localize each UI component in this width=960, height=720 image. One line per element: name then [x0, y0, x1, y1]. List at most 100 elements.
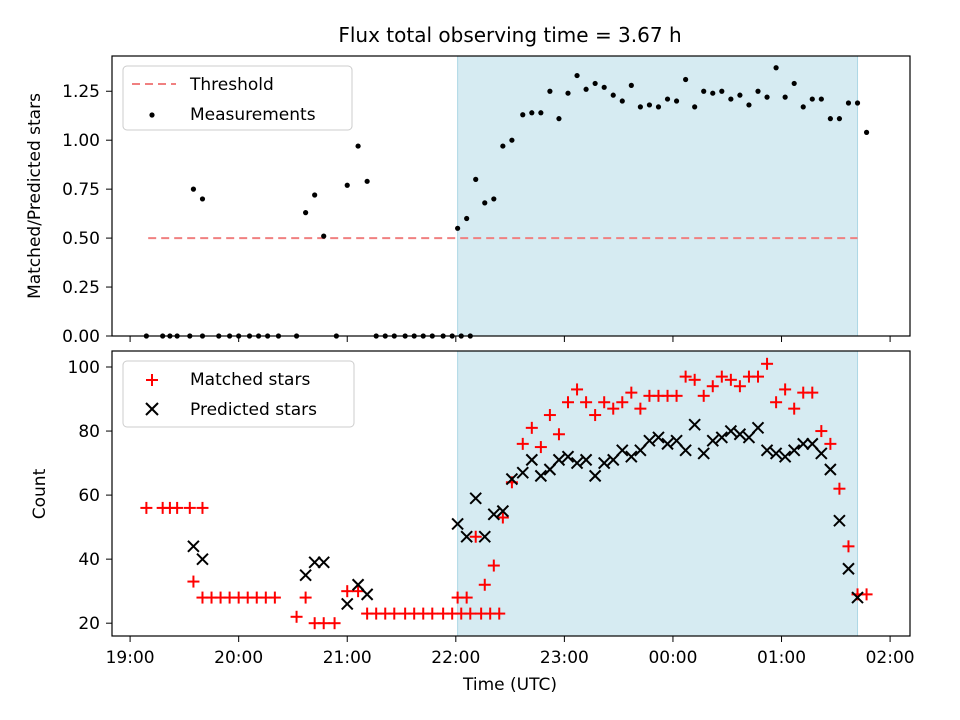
x-tick-label: 01:00	[757, 648, 806, 668]
matched-star-point	[525, 421, 538, 434]
predicted-x-b	[308, 556, 321, 569]
measurement-point	[628, 82, 634, 88]
predicted-star-point	[579, 453, 593, 467]
measurement-point	[556, 116, 562, 122]
predicted-x-b	[661, 437, 674, 451]
predicted-star-point	[787, 444, 801, 457]
predicted-star-point	[679, 444, 692, 457]
y-tick-label: 40	[78, 550, 100, 570]
predicted-x-b	[688, 418, 701, 431]
measurement-point	[809, 96, 815, 102]
predicted-star-point	[496, 504, 510, 518]
predicted-star-point	[487, 508, 501, 521]
predicted-star-point	[634, 444, 647, 457]
matched-star-point	[516, 437, 529, 450]
predicted-star-point	[552, 453, 566, 467]
matched-star-point	[724, 373, 737, 386]
matched-star-point	[670, 389, 683, 402]
x-tick-label: 23:00	[540, 648, 589, 668]
predicted-x-b	[652, 431, 665, 444]
predicted-star-point	[543, 463, 557, 476]
measurement-point	[199, 196, 206, 202]
bottom-y-axis-label: Count	[30, 468, 50, 519]
predicted-x-b	[505, 472, 519, 486]
matched-star-point	[589, 409, 602, 422]
predicted-star-point	[341, 597, 354, 611]
measurement-point	[529, 110, 535, 116]
top-y-axis: 0.00 0.25 0.50 0.75 1.00 1.25	[62, 82, 112, 347]
predicted-star-point	[308, 556, 321, 569]
predicted-star-point	[769, 447, 783, 460]
predicted-x-b	[516, 466, 529, 479]
matched-star-point	[815, 425, 828, 438]
top-axes-frame	[111, 55, 911, 337]
measurement-point	[601, 84, 607, 90]
measurement-point	[312, 192, 318, 198]
predicted-star-point	[607, 453, 620, 467]
predicted-star-point	[842, 562, 855, 575]
measurement-point	[764, 94, 770, 100]
measurement-point	[583, 86, 589, 92]
measurement-point	[455, 225, 461, 231]
predicted-x-b	[833, 514, 846, 527]
measurement-point	[845, 100, 852, 106]
predicted-star-point	[561, 450, 575, 463]
measurement-point	[719, 88, 725, 94]
x-tick-label: 00:00	[648, 648, 697, 668]
figure-title: Flux total observing time = 3.67 h	[338, 23, 681, 47]
predicted-star-point	[588, 469, 602, 483]
predicted-star-point	[661, 437, 674, 451]
matched-legend-label: Matched stars	[190, 370, 310, 390]
matched-star-point	[299, 591, 312, 604]
matched-star-point	[706, 380, 719, 393]
measurement-point	[637, 104, 643, 110]
matched-star-point	[616, 396, 629, 409]
predicted-star-point	[706, 434, 719, 447]
predicted-x-b	[460, 530, 473, 543]
predicted-x-b	[815, 447, 828, 460]
measurement-point	[520, 112, 526, 118]
matched-star-point	[196, 501, 209, 514]
matched-star-point	[534, 441, 547, 454]
predicted-star-point	[616, 444, 629, 457]
predicted-legend-swatch	[145, 402, 159, 416]
x-tick-label: 20:00	[214, 648, 263, 668]
matched-star-point	[426, 607, 439, 620]
predicted-x-b	[187, 540, 200, 553]
measurement-point	[565, 90, 571, 96]
predicted-star-point	[460, 530, 473, 543]
matched-star-point	[779, 383, 792, 396]
predicted-star-point	[360, 588, 374, 601]
measurement-point	[791, 80, 797, 87]
y-tick-label: 1.00	[62, 131, 100, 151]
x-tick-label: 22:00	[431, 648, 480, 668]
bottom-axes-frame	[111, 350, 911, 637]
measurement-point	[737, 92, 743, 98]
matched-star-point	[187, 575, 200, 588]
measurement-point	[854, 100, 861, 106]
predicted-star-point	[670, 434, 683, 447]
measurement-point	[818, 96, 824, 102]
measurement-point	[547, 88, 553, 94]
matched-star-point	[761, 357, 774, 370]
predicted-x-b	[797, 437, 810, 451]
y-tick-label: 1.25	[62, 82, 100, 102]
predicted-star-point	[525, 453, 539, 467]
matched-star-point	[580, 396, 593, 409]
predicted-x-b	[451, 517, 464, 531]
predicted-x-b	[525, 453, 539, 467]
matched-star-point	[469, 530, 482, 543]
measurement-point	[692, 104, 698, 110]
measurements-legend-label: Measurements	[190, 105, 316, 125]
predicted-x-b	[742, 431, 756, 444]
predicted-x-b	[851, 591, 864, 604]
x-tick-label: 21:00	[323, 648, 372, 668]
measurement-point	[491, 196, 497, 202]
predicted-x-b	[679, 444, 692, 457]
predicted-x-b	[769, 447, 783, 460]
predicted-star-point	[597, 456, 611, 470]
y-tick-label: 100	[68, 358, 100, 378]
matched-star-point	[752, 370, 764, 383]
predicted-star-point	[697, 447, 710, 460]
matched-star-point	[842, 540, 855, 553]
